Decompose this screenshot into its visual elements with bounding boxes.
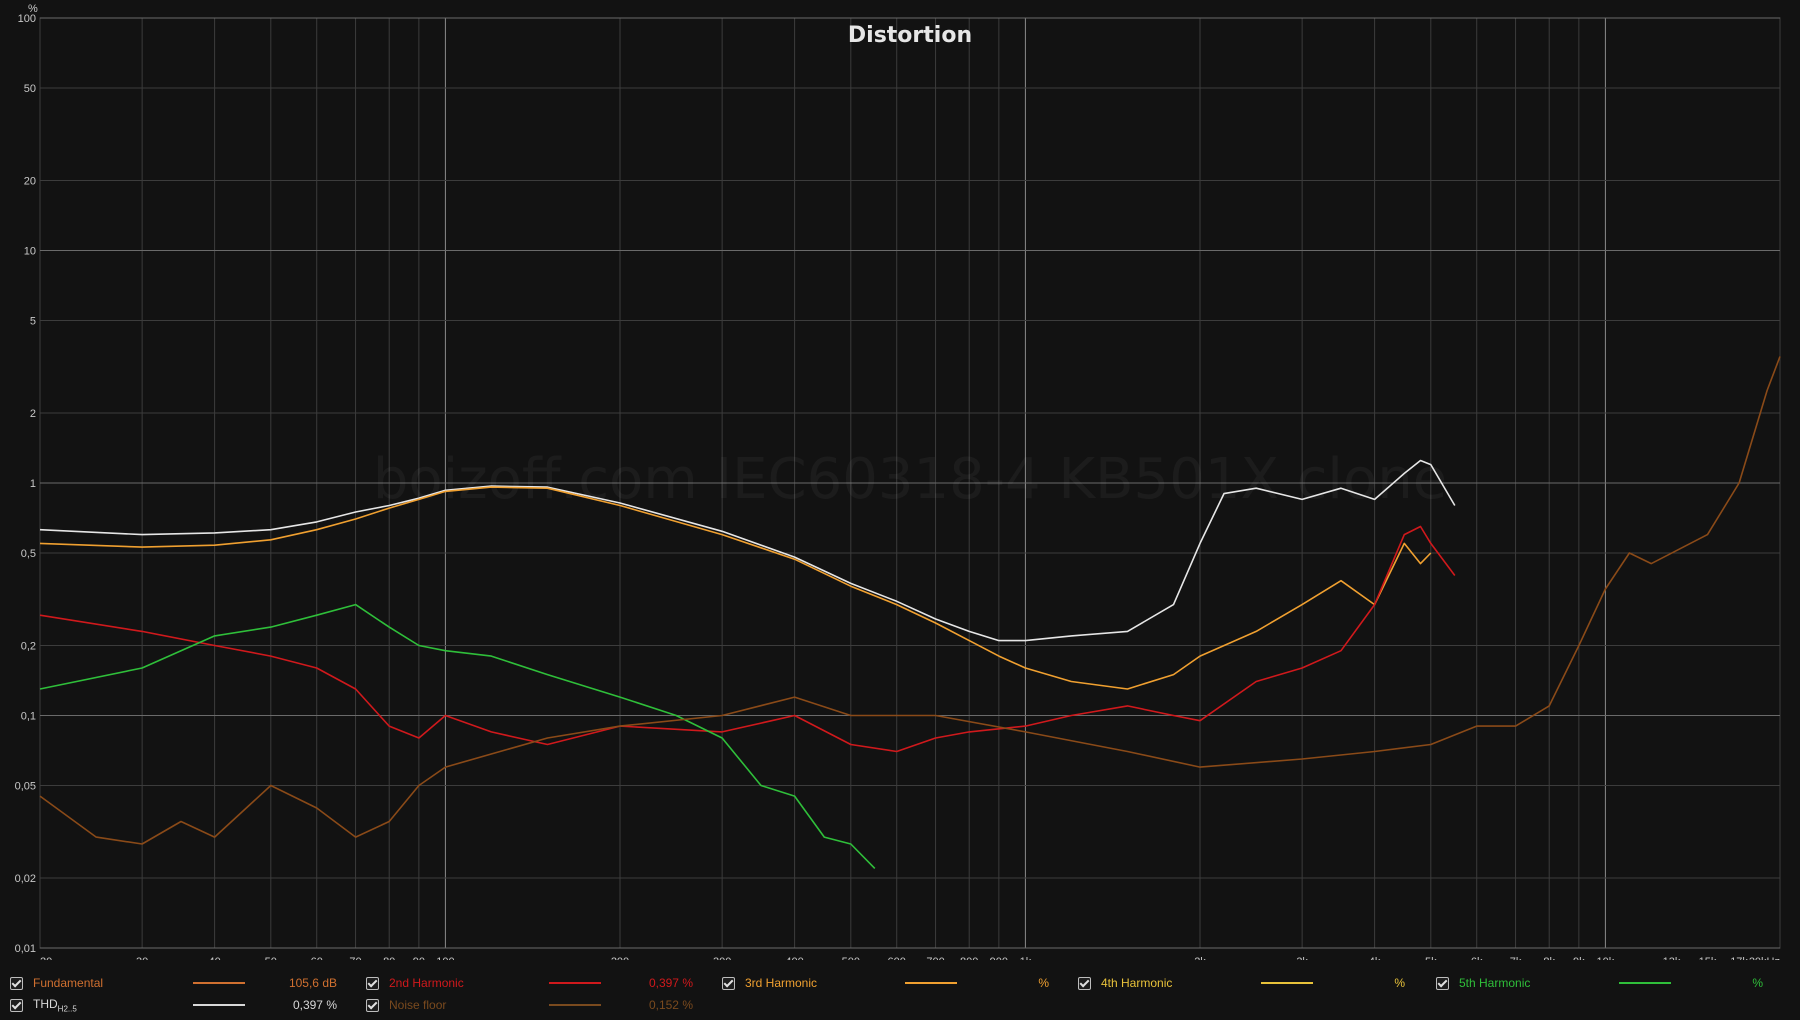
x-tick-label: 13k <box>1663 956 1681 960</box>
legend-item-fundamental[interactable]: Fundamental 105,6 dB <box>10 974 337 992</box>
x-tick-label: 15k <box>1699 956 1717 960</box>
3rd-harmonic-checkbox[interactable] <box>722 976 735 990</box>
x-tick-label: 30 <box>136 956 148 960</box>
legend-value-4th-harmonic: % <box>1394 976 1405 990</box>
y-tick-label: 10 <box>24 246 36 258</box>
x-tick-label: 40 <box>208 956 220 960</box>
x-tick-label: 10k <box>1597 956 1615 960</box>
y-tick-label: 0,2 <box>21 641 36 653</box>
legend-item-4th-harmonic[interactable]: 4th Harmonic % <box>1078 974 1405 992</box>
legend-value-fundamental: 105,6 dB <box>288 976 337 990</box>
legend-value-5th-harmonic: % <box>1752 976 1763 990</box>
noise-floor-checkbox[interactable] <box>366 998 379 1012</box>
y-tick-label: 2 <box>30 408 36 420</box>
thd-label-text: THD <box>33 996 58 1011</box>
x-tick-label: 17k <box>1730 956 1748 960</box>
legend-value-2nd-harmonic: 0,397 % <box>648 976 693 990</box>
series-line-thd <box>39 459 1456 642</box>
y-tick-label: 1 <box>30 478 36 490</box>
legend-label-noise-floor: Noise floor <box>389 998 447 1012</box>
x-tick-label: 3k <box>1296 956 1308 960</box>
y-tick-label: 5 <box>30 315 36 327</box>
x-tick-label: 200 <box>611 956 629 960</box>
legend-swatch-3rd-harmonic <box>905 982 957 984</box>
distortion-chart: boizoff.com IEC60318-4 KB501X clone Dist… <box>15 3 1781 960</box>
y-tick-label: 0,01 <box>15 943 36 955</box>
legend-value-thd: 0,397 % <box>292 998 337 1012</box>
y-tick-label: 20 <box>24 176 36 188</box>
legend: Fundamental 105,6 dB 2nd Harmonic 0,397 … <box>0 972 1800 1020</box>
series-lines <box>39 356 1781 869</box>
grid <box>39 17 1781 949</box>
x-tick-label: 20 <box>40 956 52 960</box>
x-tick-label: 20kHz <box>1749 956 1780 960</box>
x-tick-label: 80 <box>383 956 395 960</box>
x-tick-label: 9k <box>1573 956 1585 960</box>
series-line-noise-floor <box>39 356 1781 845</box>
x-tick-label: 8k <box>1543 956 1555 960</box>
y-unit-label: % <box>28 3 38 15</box>
4th-harmonic-checkbox[interactable] <box>1078 976 1091 990</box>
y-tick-labels: 100 50 20 10 5 2 1 0,5 0,2 0,1 0,05 0,02 0,01 <box>15 13 36 955</box>
2nd-harmonic-checkbox[interactable] <box>366 976 379 990</box>
series-line-2nd-harmonic <box>39 525 1456 753</box>
series-line-5th-harmonic <box>39 603 876 869</box>
y-tick-label: 0,5 <box>21 548 36 560</box>
x-tick-label: 70 <box>349 956 361 960</box>
legend-item-3rd-harmonic[interactable]: 3rd Harmonic % <box>722 974 1049 992</box>
thd-label-subscript: H2..5 <box>57 1004 77 1014</box>
legend-item-2nd-harmonic[interactable]: 2nd Harmonic 0,397 % <box>366 974 693 992</box>
thd-checkbox[interactable] <box>10 998 23 1012</box>
x-tick-label: 50 <box>265 956 277 960</box>
legend-swatch-5th-harmonic <box>1619 982 1671 984</box>
x-tick-label: 6k <box>1471 956 1483 960</box>
x-tick-labels: 20 30 40 50 60 70 80 90 100 200 300 400 500 600 700 800… <box>40 956 1780 960</box>
x-tick-label: 700 <box>926 956 944 960</box>
legend-item-5th-harmonic[interactable]: 5th Harmonic % <box>1436 974 1763 992</box>
y-tick-label: 100 <box>18 13 36 25</box>
x-tick-label: 300 <box>713 956 731 960</box>
legend-label-5th-harmonic: 5th Harmonic <box>1459 976 1531 990</box>
legend-label-2nd-harmonic: 2nd Harmonic <box>389 976 464 990</box>
x-tick-label: 90 <box>413 956 425 960</box>
x-tick-label: 5k <box>1425 956 1437 960</box>
legend-label-3rd-harmonic: 3rd Harmonic <box>745 976 818 990</box>
y-tick-label: 0,1 <box>21 711 36 723</box>
x-tick-label: 4k <box>1369 956 1381 960</box>
legend-value-noise-floor: 0,152 % <box>648 998 693 1012</box>
legend-swatch-thd <box>193 1004 245 1006</box>
legend-item-noise-floor[interactable]: Noise floor 0,152 % <box>366 996 693 1014</box>
y-tick-label: 0,05 <box>15 780 36 792</box>
x-tick-label: 400 <box>785 956 803 960</box>
5th-harmonic-checkbox[interactable] <box>1436 976 1449 990</box>
y-tick-label: 50 <box>24 83 36 95</box>
x-tick-label: 900 <box>990 956 1008 960</box>
legend-label-fundamental: Fundamental <box>33 976 104 990</box>
legend-label-4th-harmonic: 4th Harmonic <box>1101 976 1173 990</box>
chart-title: Distortion <box>848 23 972 48</box>
fundamental-checkbox[interactable] <box>10 976 23 990</box>
x-tick-label: 100 <box>436 956 454 960</box>
x-tick-label: 500 <box>842 956 860 960</box>
x-tick-label: 7k <box>1510 956 1522 960</box>
series-line-3rd-harmonic <box>39 486 1432 690</box>
x-tick-label: 2k <box>1194 956 1206 960</box>
watermark: boizoff.com IEC60318-4 KB501X clone <box>373 447 1447 512</box>
y-tick-label: 0,02 <box>15 873 36 885</box>
legend-swatch-4th-harmonic <box>1261 982 1313 984</box>
x-tick-label: 800 <box>960 956 978 960</box>
x-tick-label: 600 <box>888 956 906 960</box>
legend-swatch-noise-floor <box>549 1004 601 1006</box>
legend-label-thd: THDH2..5 <box>33 997 193 1013</box>
x-tick-label: 60 <box>311 956 323 960</box>
legend-value-3rd-harmonic: % <box>1038 976 1049 990</box>
legend-swatch-2nd-harmonic <box>549 982 601 984</box>
legend-swatch-fundamental <box>193 982 245 984</box>
x-tick-label: 1k <box>1020 956 1032 960</box>
legend-item-thd[interactable]: THDH2..5 0,397 % <box>10 996 337 1014</box>
